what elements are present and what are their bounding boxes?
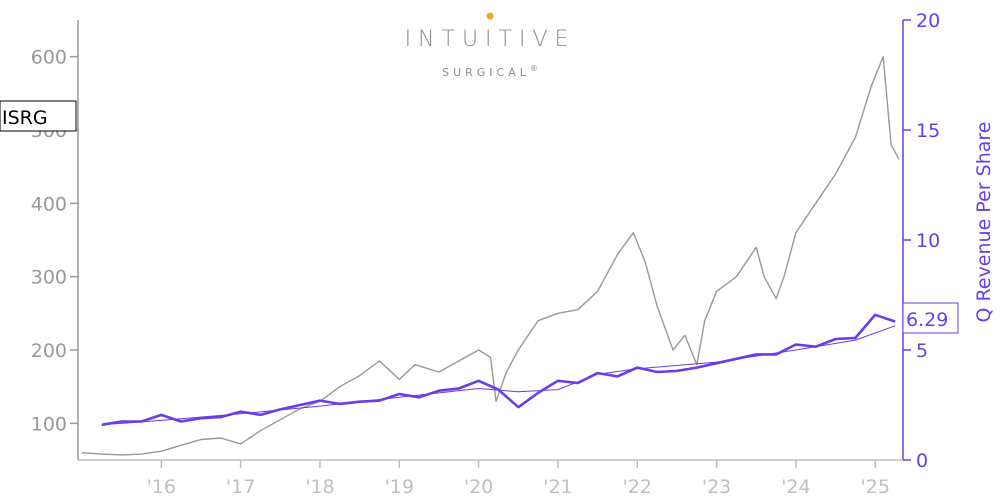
logo-sub-word: SURGICAL bbox=[442, 66, 530, 79]
x-tick-label: '20 bbox=[464, 476, 493, 498]
last-value-box bbox=[902, 302, 959, 334]
logo-main-text: INTUITIVE bbox=[405, 27, 576, 52]
left-tick-label: 200 bbox=[31, 340, 67, 362]
right-tick-label: 5 bbox=[916, 340, 928, 362]
right-tick-label: 20 bbox=[916, 10, 940, 32]
x-tick-label: '21 bbox=[543, 476, 572, 498]
x-tick-label: '18 bbox=[305, 476, 334, 498]
company-logo: INTUITIVE SURGICAL® bbox=[405, 12, 576, 79]
last-value-label: 6.29 bbox=[902, 302, 959, 334]
left-tick-label: 300 bbox=[31, 267, 67, 289]
right-tick-label: 10 bbox=[916, 230, 940, 252]
logo-accent-dot bbox=[486, 12, 494, 20]
right-tick-label: 15 bbox=[916, 120, 940, 142]
last-value-text: 6.29 bbox=[906, 309, 948, 331]
right-tick-label: 0 bbox=[916, 450, 928, 472]
x-tick-label: '19 bbox=[385, 476, 414, 498]
logo-sub-text: SURGICAL® bbox=[442, 64, 542, 79]
ticker-label: ISRG bbox=[0, 100, 77, 132]
right-axis-label: Q Revenue Per Share bbox=[973, 122, 995, 323]
left-tick-label: 400 bbox=[31, 193, 67, 215]
ticker-text: ISRG bbox=[2, 107, 48, 129]
right-axis-title: Q Revenue Per Share bbox=[973, 122, 995, 323]
x-tick-label: '22 bbox=[623, 476, 652, 498]
left-tick-label: 100 bbox=[31, 413, 67, 435]
axes: 10020030040050060005101520'16'17'18'19'2… bbox=[31, 10, 940, 498]
x-tick-label: '23 bbox=[702, 476, 731, 498]
revenue-series-line bbox=[101, 313, 896, 427]
ticker-box bbox=[0, 100, 77, 132]
plot-area bbox=[81, 56, 900, 456]
x-tick-label: '25 bbox=[861, 476, 890, 498]
logo-registered-mark: ® bbox=[530, 64, 542, 73]
price-series-line bbox=[81, 56, 900, 456]
x-tick-label: '24 bbox=[781, 476, 810, 498]
left-tick-label: 600 bbox=[31, 47, 67, 69]
x-tick-label: '17 bbox=[226, 476, 255, 498]
revenue-trend-line bbox=[101, 325, 896, 426]
x-tick-label: '16 bbox=[147, 476, 176, 498]
